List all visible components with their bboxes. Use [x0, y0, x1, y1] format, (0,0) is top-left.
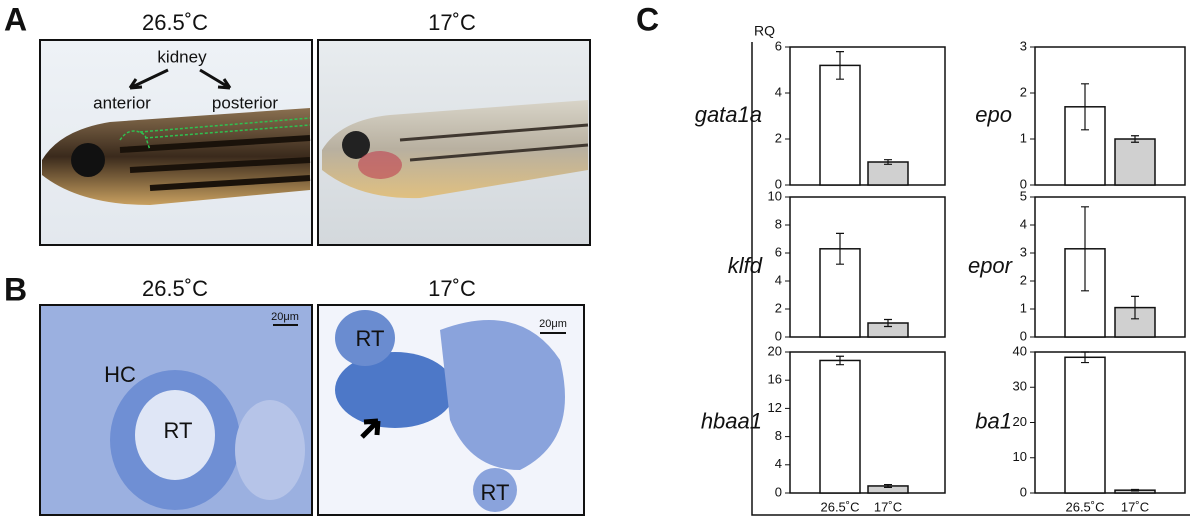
panel-label: B	[4, 271, 27, 307]
gene-label: epor	[968, 253, 1014, 278]
error-bar	[1081, 351, 1089, 364]
y-tick-label: 4	[775, 84, 782, 99]
error-bar	[884, 483, 892, 488]
arrow	[360, 418, 381, 439]
eye	[71, 143, 105, 177]
y-tick-label: 2	[1020, 84, 1027, 99]
annotation: anterior	[93, 93, 151, 112]
plot-frame	[789, 351, 946, 494]
y-tick-label: 0	[1020, 176, 1027, 191]
x-tick-label: 26.5˚C	[820, 499, 859, 514]
x-tick-label: 17˚C	[874, 499, 902, 514]
tubule	[335, 310, 395, 366]
annotation: kidney	[157, 47, 207, 66]
tubule	[440, 320, 565, 470]
error-bar	[884, 159, 892, 165]
y-tick-label: 4	[1020, 216, 1027, 231]
annotation: RT	[356, 326, 385, 351]
y-tick-label: 2	[775, 130, 782, 145]
scale-label: 20μm	[271, 311, 299, 323]
y-tick-label: 30	[1013, 379, 1027, 394]
stripes	[399, 123, 589, 162]
plot-frame	[1034, 196, 1186, 338]
error-bar	[1131, 295, 1139, 320]
y-tick-label: 3	[1020, 244, 1027, 259]
x-tick-label: 17˚C	[1121, 499, 1149, 514]
y-tick-label: 0	[1020, 328, 1027, 343]
eye	[342, 131, 370, 159]
gene-label: klfd	[728, 253, 763, 278]
y-tick-label: 5	[1020, 188, 1027, 203]
panel-label: A	[4, 1, 27, 37]
condition-title: 26.5˚C	[142, 10, 208, 35]
y-tick-label: 12	[768, 400, 782, 415]
y-tick-label: 0	[775, 328, 782, 343]
annotation: posterior	[212, 93, 278, 112]
stripes	[119, 135, 311, 191]
panel-frame	[751, 42, 1190, 516]
y-tick-label: 8	[775, 216, 782, 231]
error-bar	[836, 232, 844, 265]
y-tick-label: 4	[775, 456, 782, 471]
plot-frame	[1034, 351, 1186, 494]
y-tick-label: 4	[775, 272, 782, 287]
error-bar	[1081, 206, 1089, 292]
lumen	[135, 390, 215, 480]
condition-title: 17˚C	[428, 276, 476, 301]
tubule	[235, 400, 305, 500]
gene-label: hbaa1	[701, 408, 762, 433]
y-tick-label: 20	[1013, 414, 1027, 429]
annotation: HC	[104, 362, 136, 387]
y-tick-label: 6	[775, 38, 782, 53]
error-bar	[836, 51, 844, 80]
tubule	[473, 468, 517, 512]
error-bar	[1131, 135, 1139, 143]
bar	[1064, 356, 1106, 494]
cell-cluster	[335, 352, 455, 428]
y-tick-label: 0	[775, 484, 782, 499]
scale-label: 20μm	[539, 318, 567, 330]
y-tick-label: 20	[768, 343, 782, 358]
bar	[819, 359, 861, 494]
y-tick-label: 10	[1013, 449, 1027, 464]
panel-label: C	[636, 1, 659, 37]
condition-title: 26.5˚C	[142, 276, 208, 301]
gene-label: epo	[975, 102, 1012, 127]
kidney-outline	[119, 117, 311, 151]
annotation: RT	[481, 480, 510, 505]
plot-frame	[1034, 46, 1186, 186]
y-tick-label: 10	[768, 188, 782, 203]
condition-title: 17˚C	[428, 10, 476, 35]
y-tick-label: 1	[1020, 130, 1027, 145]
y-tick-label: 3	[1020, 38, 1027, 53]
error-bar	[1131, 488, 1139, 492]
y-tick-label: 2	[1020, 272, 1027, 287]
y-tick-label: 6	[775, 244, 782, 259]
gene-label: ba1	[975, 408, 1012, 433]
y-tick-label: 40	[1013, 343, 1027, 358]
blush	[358, 151, 402, 179]
y-tick-label: 0	[1020, 484, 1027, 499]
plot-frame	[789, 196, 946, 338]
y-tick-label: 16	[768, 372, 782, 387]
y-axis-label: RQ	[754, 23, 775, 39]
bar	[867, 161, 909, 186]
error-bar	[1081, 83, 1089, 131]
bar	[819, 64, 861, 186]
annotation: RT	[164, 418, 193, 443]
error-bar	[836, 355, 844, 366]
error-bar	[884, 318, 892, 328]
y-tick-label: 1	[1020, 300, 1027, 315]
y-tick-label: 0	[775, 176, 782, 191]
arrows	[128, 68, 232, 90]
y-tick-label: 8	[775, 428, 782, 443]
gene-label: gata1a	[695, 102, 762, 127]
x-tick-label: 26.5˚C	[1065, 499, 1104, 514]
bar	[1114, 138, 1156, 186]
y-tick-label: 2	[775, 300, 782, 315]
